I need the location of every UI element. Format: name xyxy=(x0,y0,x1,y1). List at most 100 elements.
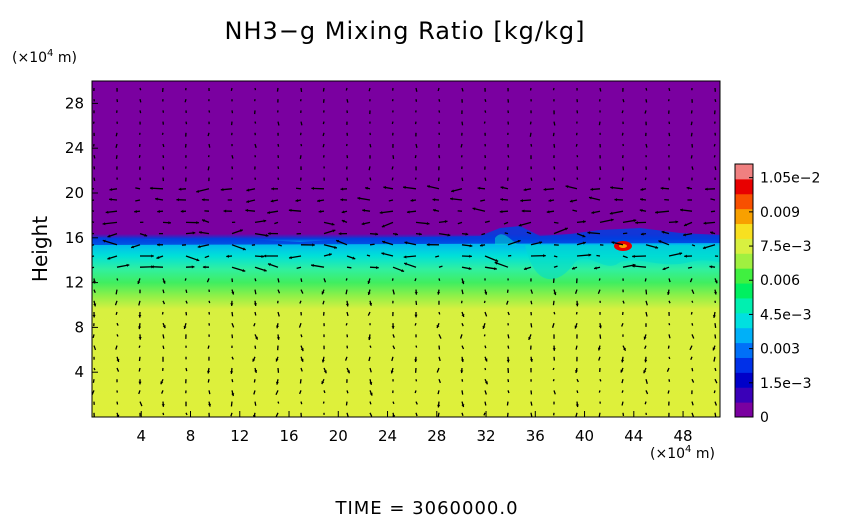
wind-vector-head xyxy=(230,303,234,306)
wind-vector-head xyxy=(414,314,418,318)
wind-vector xyxy=(461,121,464,126)
wind-vector-head xyxy=(88,199,91,202)
wind-vector xyxy=(551,323,555,328)
wind-vector xyxy=(392,155,395,159)
wind-vector-head xyxy=(506,359,510,363)
wind-vector xyxy=(552,87,555,91)
wind-vector-head xyxy=(564,227,568,231)
wind-vector xyxy=(576,177,579,180)
wind-vector xyxy=(391,166,394,170)
wind-vector-head xyxy=(196,258,200,262)
wind-vector-head xyxy=(597,347,601,351)
wind-vector xyxy=(391,278,394,281)
wind-vector xyxy=(369,412,373,417)
wind-vector-head xyxy=(548,199,552,203)
wind-vector xyxy=(621,322,624,327)
wind-vector xyxy=(480,199,486,202)
wind-vector xyxy=(437,87,440,92)
wind-vector xyxy=(299,390,302,395)
wind-vector xyxy=(575,143,578,147)
wind-vector xyxy=(391,177,394,181)
wind-vector xyxy=(553,311,556,315)
wind-vector-head xyxy=(138,326,142,330)
wind-vector xyxy=(506,401,509,406)
wind-vector-head xyxy=(575,303,579,307)
wind-vector xyxy=(207,345,210,349)
wind-vector-head xyxy=(341,219,345,223)
wind-vector-head xyxy=(703,221,707,225)
wind-vector-head xyxy=(484,291,488,295)
wind-vector-head xyxy=(640,197,643,202)
wind-vector xyxy=(415,143,418,148)
wind-vector-head xyxy=(367,280,371,284)
wind-vector-head xyxy=(712,315,716,318)
colorbar-segment xyxy=(735,223,753,239)
wind-vector xyxy=(275,390,279,396)
wind-vector-head xyxy=(92,314,96,318)
wind-vector xyxy=(507,390,510,394)
wind-vector-head xyxy=(295,199,299,203)
wind-vector xyxy=(553,255,558,258)
wind-vector-head xyxy=(631,264,635,268)
wind-vector-head xyxy=(109,197,112,202)
wind-vector-head xyxy=(311,186,315,190)
wind-vector-head xyxy=(138,315,142,318)
wind-vector-head xyxy=(460,370,464,374)
wind-vector xyxy=(668,300,671,304)
x-tick-label: 24 xyxy=(378,427,397,445)
wind-vector xyxy=(185,289,188,294)
wind-vector xyxy=(598,390,601,393)
y-tick-label: 4 xyxy=(74,363,84,381)
wind-vector xyxy=(530,401,533,406)
wind-vector-head xyxy=(276,337,280,340)
wind-vector xyxy=(391,121,394,125)
wind-vector xyxy=(621,379,624,384)
wind-vector-head xyxy=(311,263,314,268)
wind-vector xyxy=(299,300,302,304)
wind-vector xyxy=(274,221,279,225)
wind-vector xyxy=(691,323,694,326)
wind-vector xyxy=(346,311,349,317)
wind-vector-head xyxy=(709,265,713,269)
wind-vector xyxy=(139,110,142,114)
wind-vector-head xyxy=(191,265,195,269)
wind-vector xyxy=(207,166,210,171)
x-tick-label: 8 xyxy=(186,427,196,445)
wind-vector xyxy=(253,379,256,383)
wind-vector-head xyxy=(334,245,337,249)
wind-vector-head xyxy=(321,381,325,385)
wind-vector-head xyxy=(598,325,602,329)
wind-vector-head xyxy=(403,185,406,190)
wind-vector xyxy=(666,367,670,372)
wind-vector-head xyxy=(202,219,205,223)
wind-vector xyxy=(506,300,509,305)
wind-vector-head xyxy=(494,267,497,271)
wind-vector-head xyxy=(414,359,418,363)
wind-vector-head xyxy=(390,370,394,374)
wind-vector xyxy=(275,412,279,417)
x-tick-label: 16 xyxy=(279,427,298,445)
wind-vector-head xyxy=(710,231,714,235)
wind-vector xyxy=(300,334,303,338)
wind-vector xyxy=(322,143,325,148)
wind-vector xyxy=(484,311,488,317)
wind-vector xyxy=(689,345,693,351)
x-tick-label: 28 xyxy=(427,427,446,445)
wind-vector-head xyxy=(161,404,165,407)
wind-vector xyxy=(139,87,142,91)
wind-vector-head xyxy=(331,222,335,226)
wind-vector-head xyxy=(138,337,142,340)
wind-vector xyxy=(645,289,648,295)
wind-vector xyxy=(277,278,280,283)
wind-vector xyxy=(345,289,348,295)
wind-vector xyxy=(322,121,325,125)
wind-vector-head xyxy=(465,232,469,236)
wind-vector xyxy=(299,155,302,159)
wind-vector-head xyxy=(160,381,164,385)
wind-vector-head xyxy=(340,187,344,191)
colorbar xyxy=(734,163,754,418)
wind-vector-head xyxy=(520,199,524,203)
wind-vector-head xyxy=(432,198,436,202)
wind-vector-head xyxy=(662,267,666,271)
wind-vector-head xyxy=(261,254,265,258)
